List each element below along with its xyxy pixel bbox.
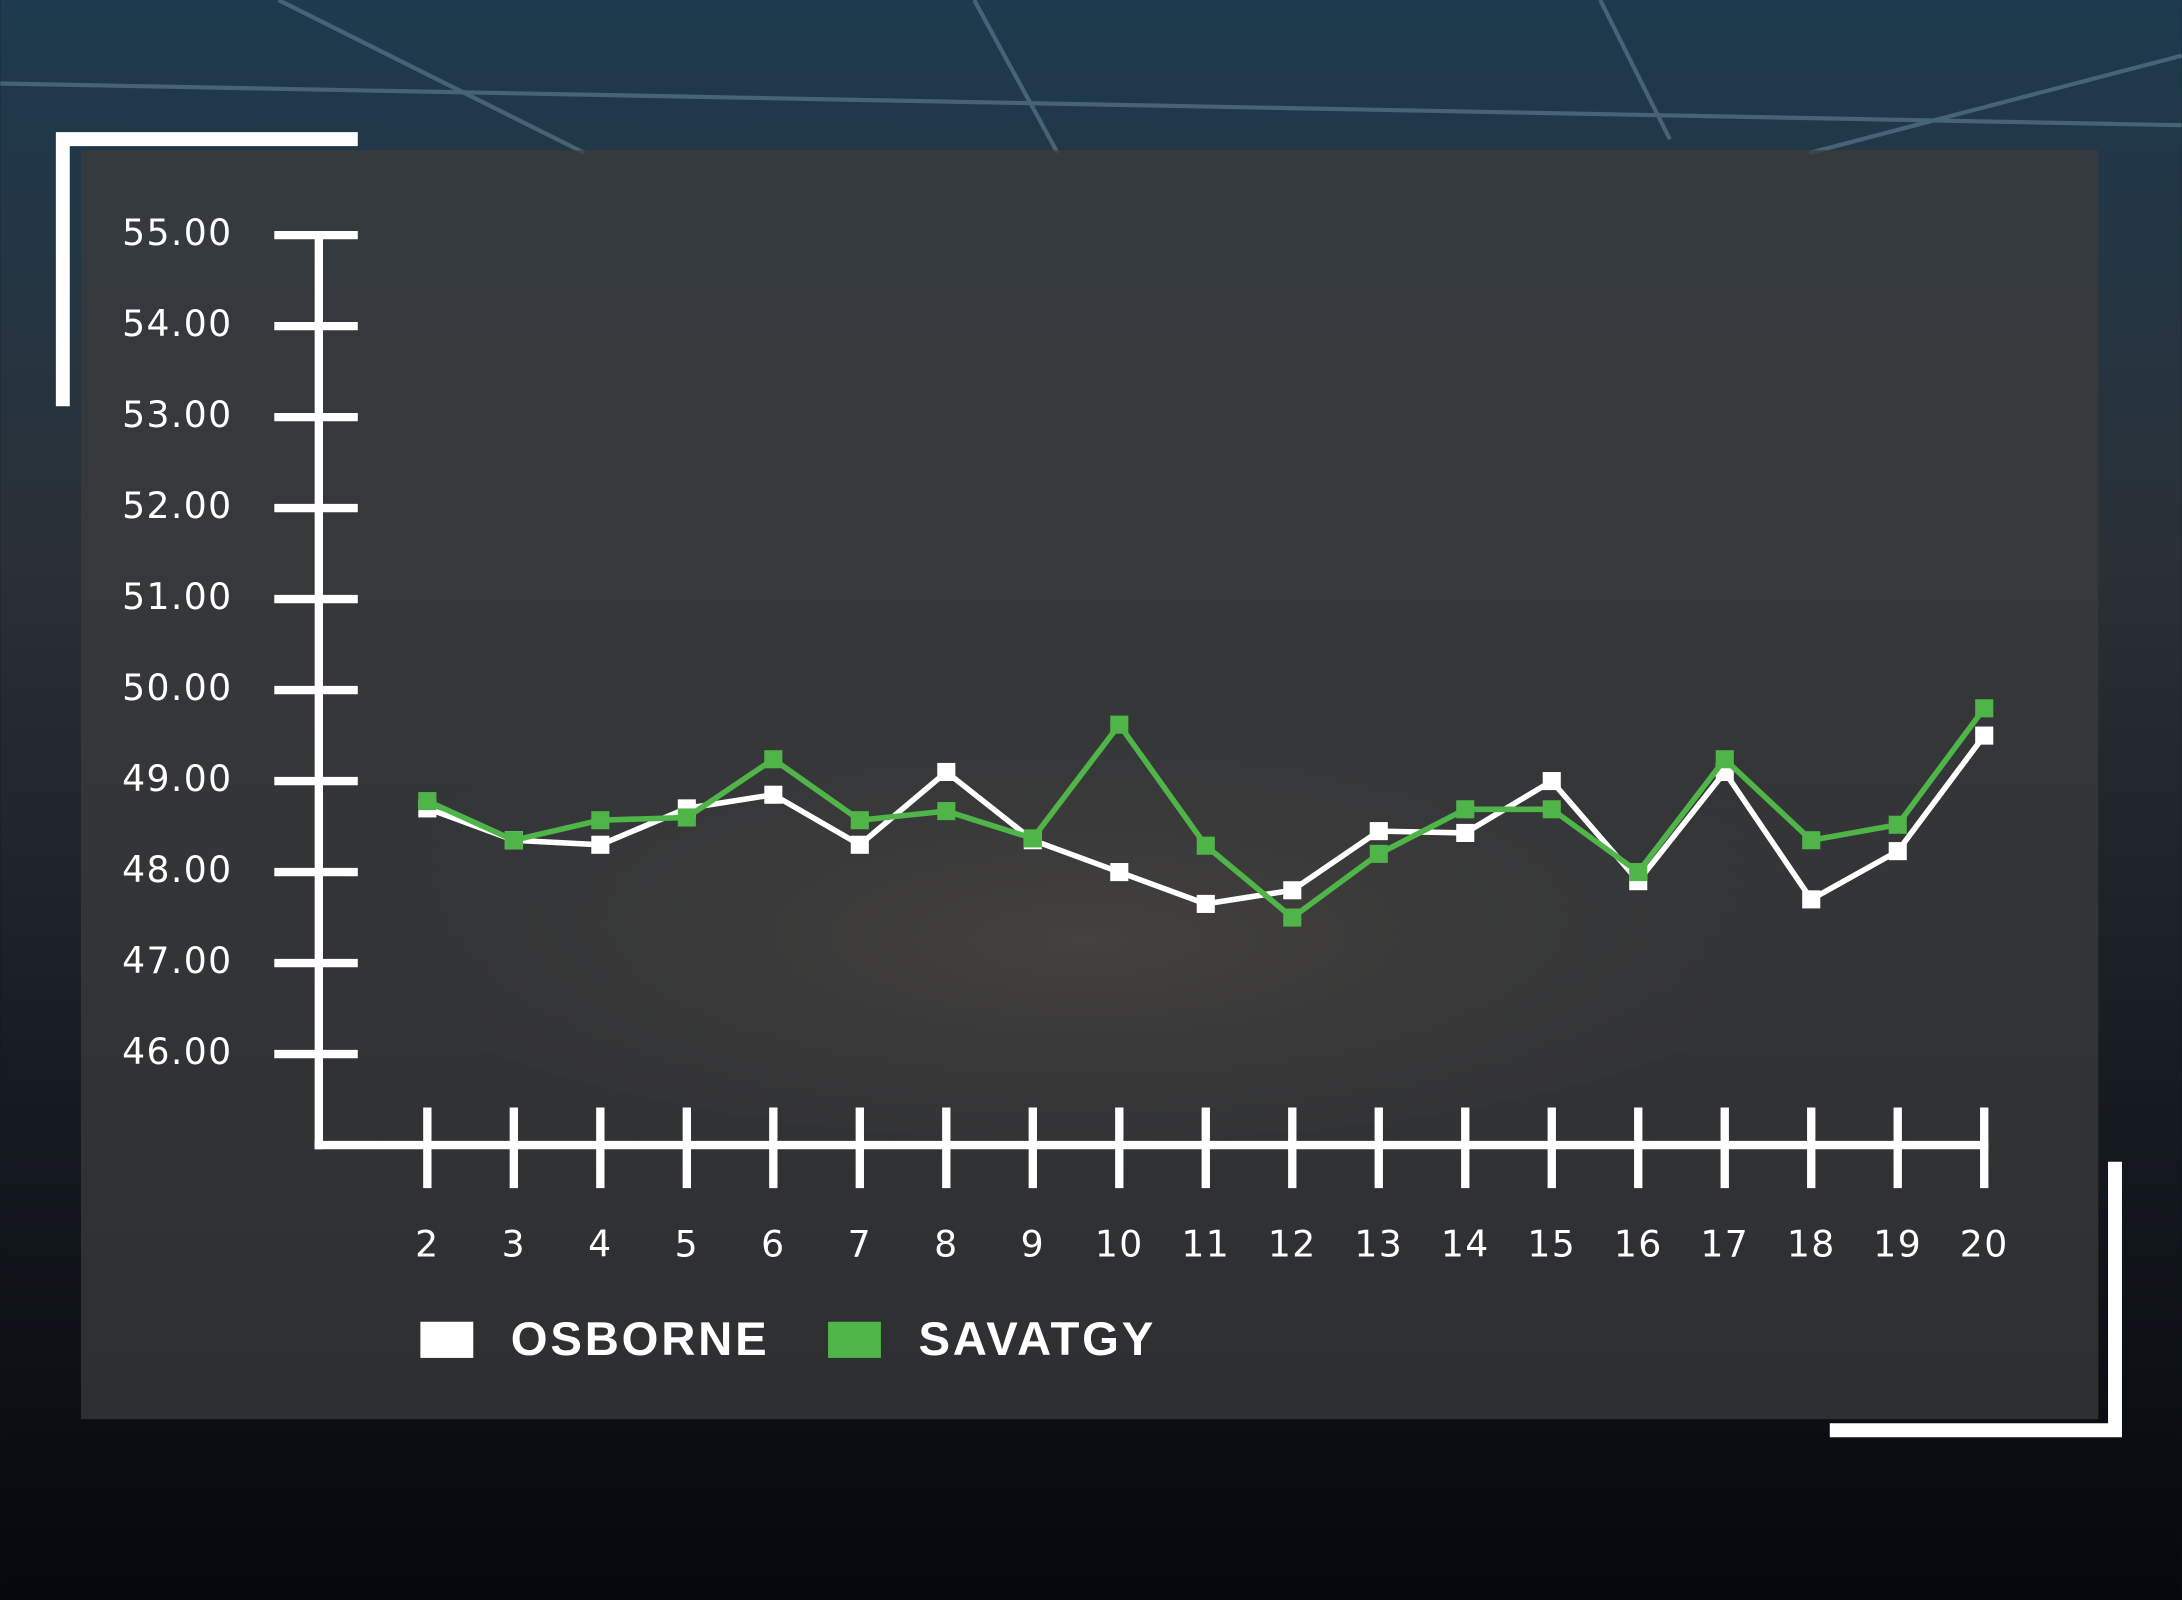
roof-truss — [0, 0, 2182, 156]
data-point — [1196, 836, 1215, 855]
y-tick-label: 55.00 — [122, 211, 232, 254]
data-point — [850, 835, 869, 854]
data-point — [1110, 863, 1129, 882]
x-tick-label: 13 — [1354, 1223, 1403, 1266]
x-tick-label: 12 — [1268, 1223, 1317, 1266]
x-tick-label: 9 — [1021, 1223, 1045, 1266]
data-point — [1802, 890, 1821, 909]
data-point — [418, 792, 437, 811]
data-point — [1023, 829, 1042, 848]
y-tick-label: 54.00 — [122, 302, 232, 345]
legend-label: OSBORNE — [511, 1313, 770, 1366]
data-point — [1369, 822, 1388, 841]
x-tick-label: 6 — [761, 1223, 785, 1266]
x-tick-label: 14 — [1441, 1223, 1490, 1266]
data-point — [504, 831, 523, 850]
y-tick-label: 49.00 — [122, 757, 232, 800]
y-tick-label: 50.00 — [122, 666, 232, 709]
data-point — [1715, 750, 1734, 769]
data-point — [677, 808, 696, 827]
data-point — [1975, 699, 1994, 718]
data-point — [1283, 881, 1302, 900]
data-point — [1369, 844, 1388, 863]
data-point — [937, 802, 956, 821]
data-point — [1629, 863, 1648, 882]
data-point — [1542, 772, 1561, 791]
legend-swatch — [828, 1321, 881, 1358]
data-point — [1456, 800, 1475, 819]
x-tick-label: 3 — [502, 1223, 526, 1266]
x-tick-label: 11 — [1181, 1223, 1230, 1266]
x-tick-label: 4 — [588, 1223, 612, 1266]
data-point — [764, 785, 783, 804]
data-point — [1888, 842, 1907, 861]
data-point — [1283, 908, 1302, 927]
x-tick-label: 15 — [1527, 1223, 1576, 1266]
data-point — [1456, 823, 1475, 842]
x-tick-label: 20 — [1960, 1223, 2009, 1266]
data-point — [591, 811, 610, 830]
x-tick-label: 19 — [1873, 1223, 1922, 1266]
chart-panel — [80, 150, 2099, 1420]
y-tick-label: 51.00 — [122, 575, 232, 618]
y-tick-label: 48.00 — [122, 848, 232, 891]
y-tick-label: 47.00 — [122, 939, 232, 982]
x-tick-label: 18 — [1787, 1223, 1836, 1266]
data-point — [1196, 894, 1215, 913]
data-point — [937, 762, 956, 782]
data-point — [1110, 715, 1129, 734]
data-point — [1975, 726, 1994, 745]
x-tick-label: 17 — [1700, 1223, 1749, 1266]
frame-corner — [1829, 1161, 2122, 1438]
data-point — [1802, 831, 1821, 850]
x-tick-label: 10 — [1095, 1223, 1144, 1266]
data-point — [764, 750, 783, 769]
data-point — [850, 811, 869, 830]
x-tick-label: 16 — [1614, 1223, 1663, 1266]
data-point — [591, 835, 610, 854]
legend-label: SAVATGY — [918, 1313, 1156, 1366]
data-point — [1542, 800, 1561, 819]
data-point — [1888, 815, 1907, 834]
y-tick-label: 53.00 — [122, 393, 232, 436]
y-tick-label: 46.00 — [122, 1030, 232, 1073]
frame-corner — [55, 132, 358, 407]
x-tick-label: 7 — [848, 1223, 872, 1266]
x-tick-label: 2 — [415, 1223, 439, 1266]
x-tick-label: 5 — [675, 1223, 699, 1266]
x-tick-label: 8 — [934, 1223, 958, 1266]
y-tick-label: 52.00 — [122, 484, 232, 527]
legend-swatch — [420, 1321, 474, 1358]
